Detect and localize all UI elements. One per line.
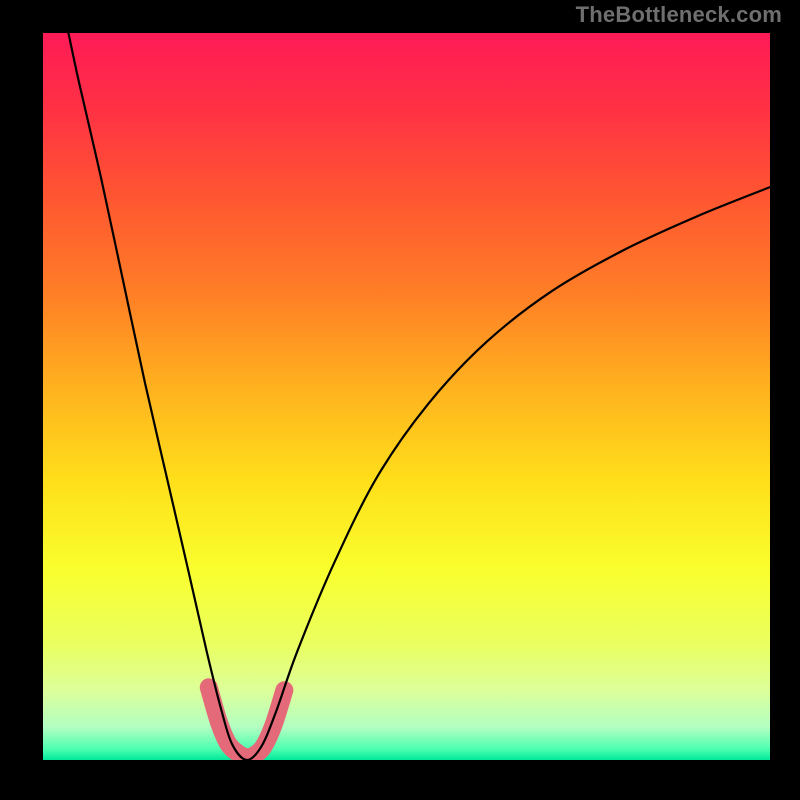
plot-area xyxy=(43,33,770,760)
curve-overlay xyxy=(43,33,770,760)
figure-container: TheBottleneck.com xyxy=(0,0,800,800)
bottleneck-curve xyxy=(68,33,770,760)
watermark-text: TheBottleneck.com xyxy=(576,2,782,28)
